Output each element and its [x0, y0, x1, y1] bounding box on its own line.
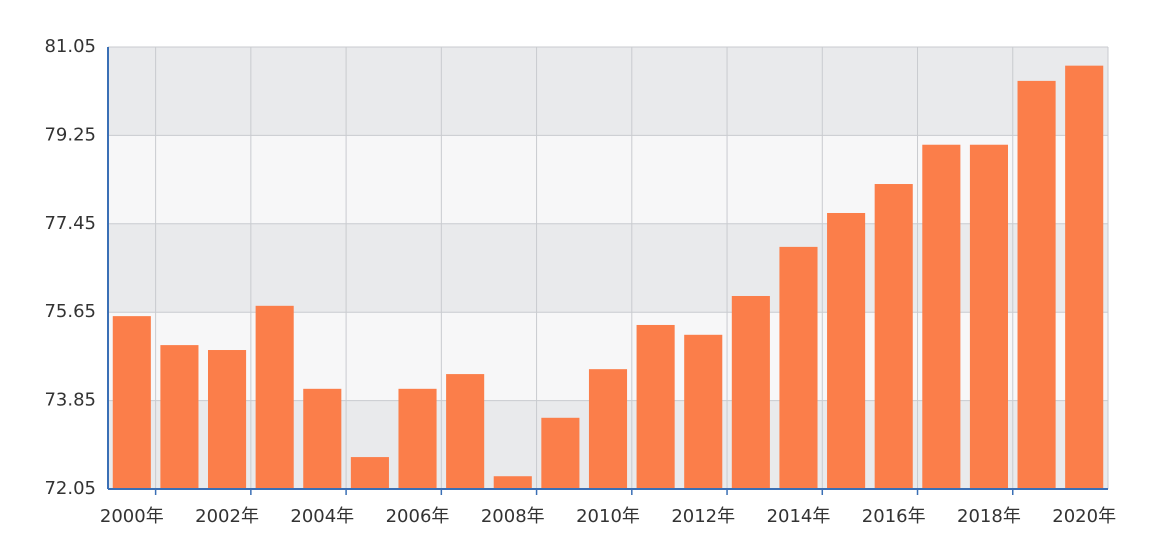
- bar: [874, 184, 913, 489]
- x-tick-label: 2016年: [862, 506, 926, 527]
- bar: [969, 144, 1008, 489]
- bar: [636, 324, 675, 489]
- bar: [493, 476, 532, 489]
- bar: [398, 388, 437, 489]
- bar: [255, 305, 294, 489]
- bar: [208, 350, 247, 489]
- x-tick-label: 2008年: [481, 506, 545, 527]
- x-tick-label: 2002年: [195, 506, 259, 527]
- bar: [112, 316, 151, 489]
- x-tick-label: 2000年: [100, 506, 164, 527]
- y-tick-label: 81.05: [44, 36, 96, 57]
- y-tick-label: 73.85: [44, 390, 96, 411]
- bar: [588, 369, 628, 489]
- x-tick-label: 2018年: [957, 506, 1021, 527]
- bar: [350, 457, 389, 489]
- bar: [827, 212, 866, 490]
- y-tick-label: 77.45: [44, 213, 96, 234]
- bar: [922, 144, 961, 489]
- bar: [541, 417, 580, 489]
- x-tick-label: 2020年: [1052, 506, 1116, 527]
- grid-band: [108, 47, 1108, 136]
- x-tick-label: 2010年: [576, 506, 640, 527]
- bar: [779, 246, 818, 489]
- x-tick-label: 2012年: [671, 506, 735, 527]
- bar: [684, 334, 723, 489]
- x-tick-label: 2006年: [386, 506, 450, 527]
- bar: [303, 388, 342, 489]
- y-tick-label: 79.25: [44, 124, 96, 145]
- bar: [731, 295, 770, 489]
- bar: [1065, 65, 1104, 489]
- x-tick-label: 2014年: [767, 506, 831, 527]
- bar: [160, 345, 199, 489]
- bar: [1017, 80, 1056, 490]
- bar: [446, 374, 485, 489]
- y-tick-label: 75.65: [44, 301, 96, 322]
- x-tick-label: 2004年: [290, 506, 354, 527]
- y-tick-label: 72.05: [44, 478, 96, 499]
